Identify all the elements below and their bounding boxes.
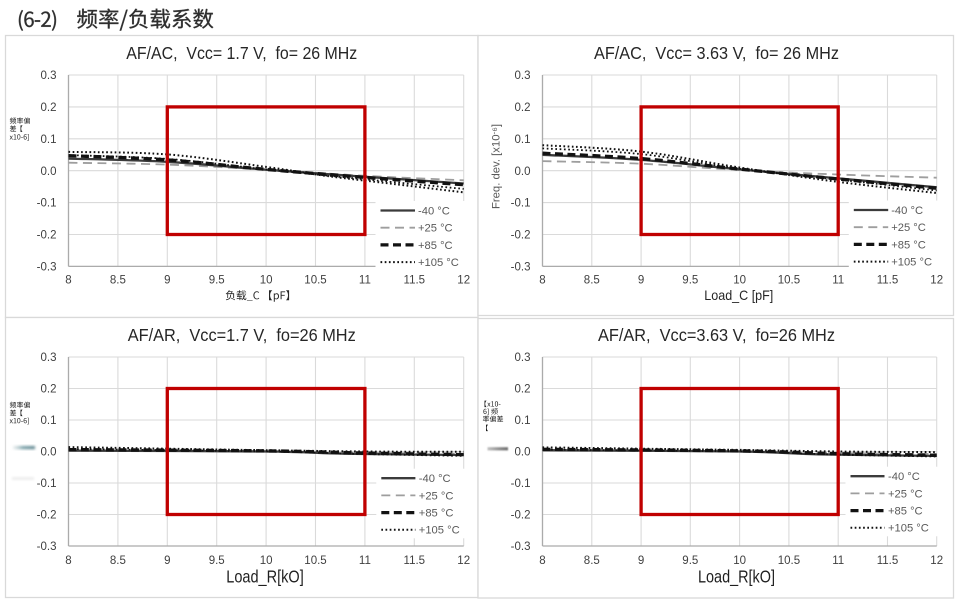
- svg-text:-0.2: -0.2: [37, 230, 57, 242]
- svg-text:11: 11: [359, 555, 371, 567]
- svg-text:0.2: 0.2: [515, 384, 531, 396]
- svg-text:0.2: 0.2: [515, 102, 531, 114]
- svg-text:Load_C [pF]: Load_C [pF]: [704, 288, 773, 303]
- svg-text:0.0: 0.0: [515, 447, 531, 459]
- svg-text:-0.2: -0.2: [37, 510, 57, 522]
- svg-text:Freq. dev. [x10-⁶]: Freq. dev. [x10-⁶]: [489, 124, 502, 209]
- svg-text:+25 °C: +25 °C: [419, 490, 454, 502]
- svg-text:-40 °C: -40 °C: [418, 205, 450, 217]
- svg-text:+25 °C: +25 °C: [891, 222, 926, 234]
- svg-text:+105 °C: +105 °C: [891, 257, 932, 269]
- svg-text:8: 8: [65, 274, 71, 286]
- svg-text:0.0: 0.0: [41, 447, 57, 459]
- svg-text:11: 11: [359, 274, 371, 286]
- svg-text:0.1: 0.1: [515, 415, 531, 427]
- svg-text:9.5: 9.5: [682, 274, 698, 286]
- svg-text:10.5: 10.5: [778, 274, 800, 286]
- svg-text:-40 °C: -40 °C: [888, 471, 920, 483]
- svg-text:0.3: 0.3: [41, 352, 57, 364]
- svg-text:+85 °C: +85 °C: [891, 239, 926, 251]
- svg-text:-0.2: -0.2: [511, 230, 531, 242]
- svg-text:0.3: 0.3: [515, 352, 531, 364]
- svg-text:0.0: 0.0: [515, 166, 531, 178]
- svg-text:0.2: 0.2: [41, 102, 57, 114]
- svg-text:8: 8: [539, 274, 545, 286]
- svg-text:12: 12: [457, 555, 470, 567]
- svg-text:+85 °C: +85 °C: [419, 508, 454, 520]
- svg-text:10: 10: [260, 555, 273, 567]
- svg-text:8.5: 8.5: [110, 274, 126, 286]
- svg-text:9.5: 9.5: [209, 555, 225, 567]
- svg-text:AF/AR, Vcc=1.7 V, fo=26 MHz: AF/AR, Vcc=1.7 V, fo=26 MHz: [128, 325, 356, 345]
- svg-text:AF/AC, Vcc= 1.7 V, fo= 26 MH: AF/AC, Vcc= 1.7 V, fo= 26 MHz: [126, 43, 357, 63]
- svg-text:-0.3: -0.3: [37, 541, 57, 553]
- svg-text:+25 °C: +25 °C: [888, 488, 923, 500]
- svg-text:Load_R[kO]: Load_R[kO]: [698, 567, 775, 587]
- svg-text:12: 12: [930, 555, 943, 567]
- svg-text:AF/AR, Vcc=3.63 V, fo=26 MHz: AF/AR, Vcc=3.63 V, fo=26 MHz: [598, 325, 835, 345]
- svg-text:10: 10: [733, 274, 746, 286]
- svg-text:10.5: 10.5: [304, 555, 326, 567]
- svg-text:9: 9: [638, 274, 644, 286]
- svg-text:8: 8: [539, 555, 545, 567]
- svg-text:9: 9: [164, 274, 170, 286]
- svg-text:Load_R[kO]: Load_R[kO]: [226, 567, 304, 587]
- svg-text:11: 11: [832, 555, 844, 567]
- svg-text:12: 12: [457, 274, 470, 286]
- svg-text:11.5: 11.5: [404, 274, 426, 286]
- svg-text:0.2: 0.2: [41, 384, 57, 396]
- svg-text:-0.3: -0.3: [37, 262, 57, 274]
- svg-text:-40 °C: -40 °C: [891, 205, 923, 217]
- svg-text:0.3: 0.3: [515, 70, 531, 82]
- svg-text:-40 °C: -40 °C: [419, 473, 451, 485]
- svg-text:10: 10: [733, 555, 746, 567]
- svg-text:-0.1: -0.1: [511, 478, 531, 490]
- svg-text:9: 9: [164, 555, 170, 567]
- svg-text:+85 °C: +85 °C: [888, 506, 923, 518]
- svg-text:8.5: 8.5: [584, 274, 600, 286]
- svg-text:8.5: 8.5: [110, 555, 126, 567]
- svg-text:AF/AC, Vcc= 3.63 V, fo= 26 M: AF/AC, Vcc= 3.63 V, fo= 26 MHz: [594, 43, 839, 63]
- svg-text:8: 8: [65, 555, 71, 567]
- svg-text:+25 °C: +25 °C: [418, 223, 453, 235]
- svg-text:11.5: 11.5: [877, 274, 899, 286]
- svg-text:-0.3: -0.3: [511, 541, 531, 553]
- svg-text:9.5: 9.5: [682, 555, 698, 567]
- svg-text:+105 °C: +105 °C: [418, 257, 459, 269]
- svg-text:10.5: 10.5: [304, 274, 326, 286]
- svg-text:8.5: 8.5: [584, 555, 600, 567]
- svg-text:-0.1: -0.1: [511, 198, 531, 210]
- svg-text:0.1: 0.1: [41, 134, 57, 146]
- svg-text:-0.1: -0.1: [37, 198, 57, 210]
- svg-text:+105 °C: +105 °C: [888, 523, 929, 535]
- svg-text:11: 11: [832, 274, 844, 286]
- svg-text:11.5: 11.5: [877, 555, 899, 567]
- svg-text:0.1: 0.1: [41, 415, 57, 427]
- svg-text:-0.1: -0.1: [37, 478, 57, 490]
- svg-text:10.5: 10.5: [778, 555, 800, 567]
- svg-text:9.5: 9.5: [209, 274, 225, 286]
- svg-text:11.5: 11.5: [404, 555, 426, 567]
- svg-text:+85 °C: +85 °C: [418, 240, 453, 252]
- svg-text:0.3: 0.3: [41, 70, 57, 82]
- svg-text:12: 12: [930, 274, 943, 286]
- svg-text:-0.3: -0.3: [511, 262, 531, 274]
- svg-text:0.0: 0.0: [41, 166, 57, 178]
- svg-text:10: 10: [260, 274, 273, 286]
- svg-text:0.1: 0.1: [515, 134, 531, 146]
- svg-text:+105 °C: +105 °C: [419, 525, 460, 537]
- svg-text:-0.2: -0.2: [511, 510, 531, 522]
- svg-text:9: 9: [638, 555, 644, 567]
